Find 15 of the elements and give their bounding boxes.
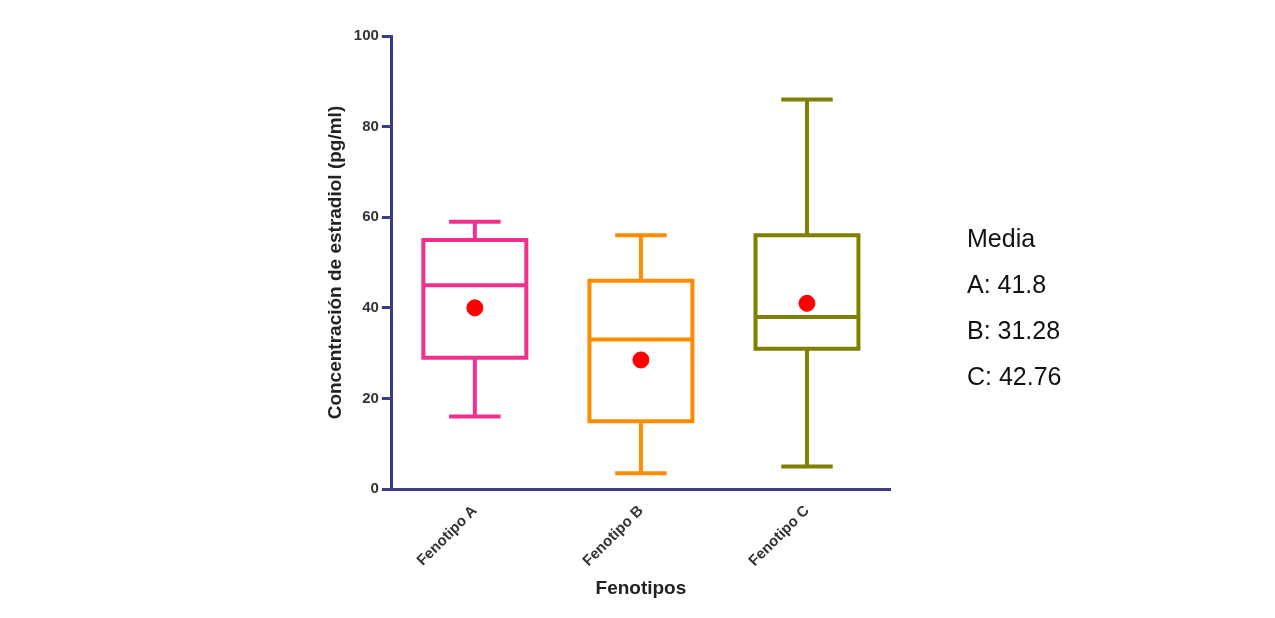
text: A: 41.8 bbox=[967, 269, 1048, 300]
y-tick-label: 40 bbox=[362, 298, 379, 315]
y-tick-label: 0 bbox=[370, 479, 379, 497]
x-axis-title: Fenotipos bbox=[595, 576, 687, 598]
point bbox=[798, 294, 816, 312]
text: Media bbox=[967, 223, 1037, 254]
y-tick-label: 80 bbox=[362, 116, 379, 134]
y-tick-label: 20 bbox=[362, 388, 379, 406]
y-tick-label: 100 bbox=[353, 26, 379, 44]
y-tick-label: 60 bbox=[362, 207, 379, 225]
y-axis-title: Concentración de estradiol (pg/ml) bbox=[323, 105, 345, 420]
text: B: 31.28 bbox=[967, 315, 1062, 346]
point bbox=[466, 299, 484, 317]
text: C: 42.76 bbox=[967, 361, 1062, 392]
point bbox=[632, 351, 650, 369]
